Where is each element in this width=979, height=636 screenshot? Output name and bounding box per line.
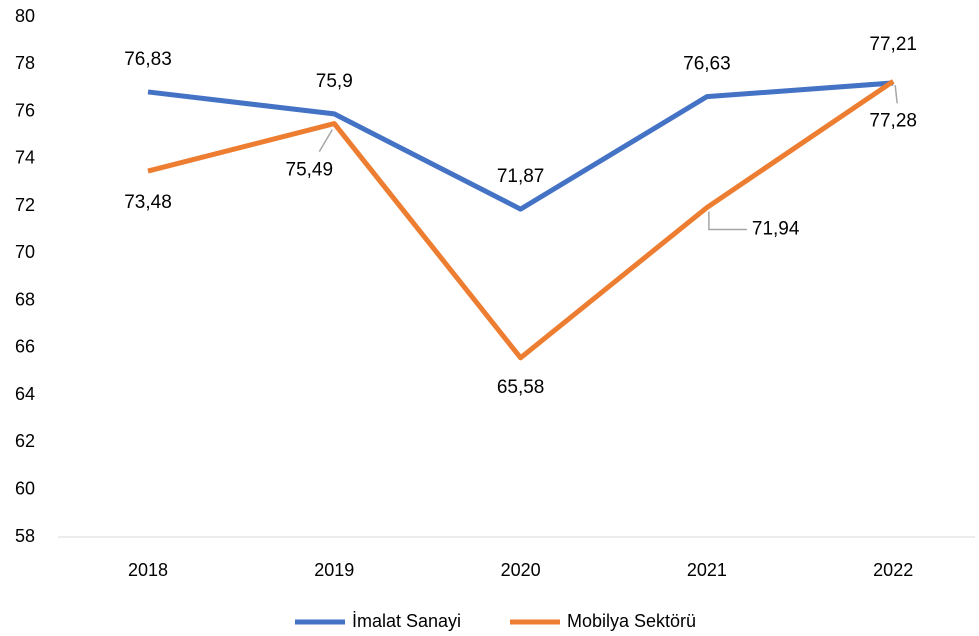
data-label: 77,21: [869, 34, 917, 55]
x-tick-label: 2018: [128, 560, 168, 580]
data-label: 71,87: [497, 166, 545, 187]
data-label: 73,48: [124, 192, 172, 213]
y-tick-label: 66: [15, 337, 35, 357]
data-label: 76,83: [124, 49, 172, 70]
x-tick-label: 2019: [314, 560, 354, 580]
leader-line: [318, 129, 333, 152]
y-tick-label: 60: [15, 478, 35, 498]
data-label: 75,49: [286, 160, 334, 181]
data-label: 76,63: [683, 54, 731, 75]
y-tick-label: 68: [15, 289, 35, 309]
series-line: [147, 80, 894, 212]
x-tick-label: 2021: [687, 560, 727, 580]
data-label: 77,28: [869, 110, 917, 131]
leader-line: [894, 85, 898, 104]
y-tick-label: 74: [15, 148, 35, 168]
y-tick-label: 80: [15, 6, 35, 26]
data-label: 75,9: [316, 71, 353, 92]
y-tick-label: 64: [15, 384, 35, 404]
x-tick-label: 2022: [873, 560, 913, 580]
series-line: [147, 79, 895, 361]
legend-label: İmalat Sanayi: [352, 611, 461, 631]
y-tick-label: 72: [15, 195, 35, 215]
y-tick-label: 78: [15, 53, 35, 73]
y-tick-label: 62: [15, 431, 35, 451]
data-label: 65,58: [497, 377, 545, 398]
x-tick-label: 2020: [501, 560, 541, 580]
y-tick-label: 76: [15, 100, 35, 120]
leader-line: [708, 211, 747, 231]
y-tick-label: 70: [15, 242, 35, 262]
y-tick-label: 58: [15, 526, 35, 546]
legend-label: Mobilya Sektörü: [567, 611, 696, 631]
data-label: 71,94: [752, 219, 800, 240]
